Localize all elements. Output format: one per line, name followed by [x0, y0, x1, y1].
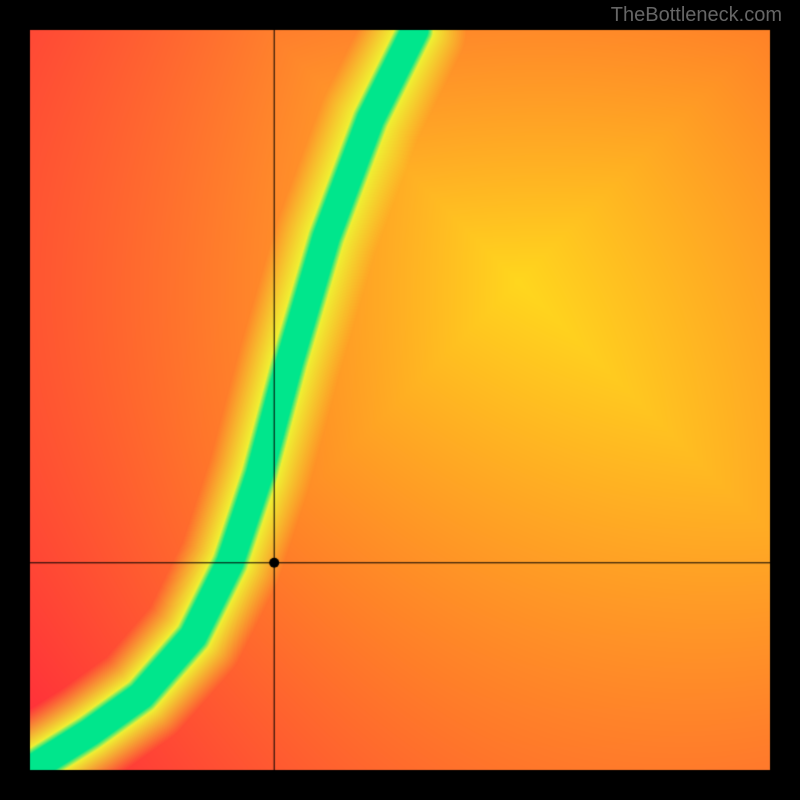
bottleneck-heatmap	[0, 0, 800, 800]
watermark-text: TheBottleneck.com	[611, 4, 782, 27]
